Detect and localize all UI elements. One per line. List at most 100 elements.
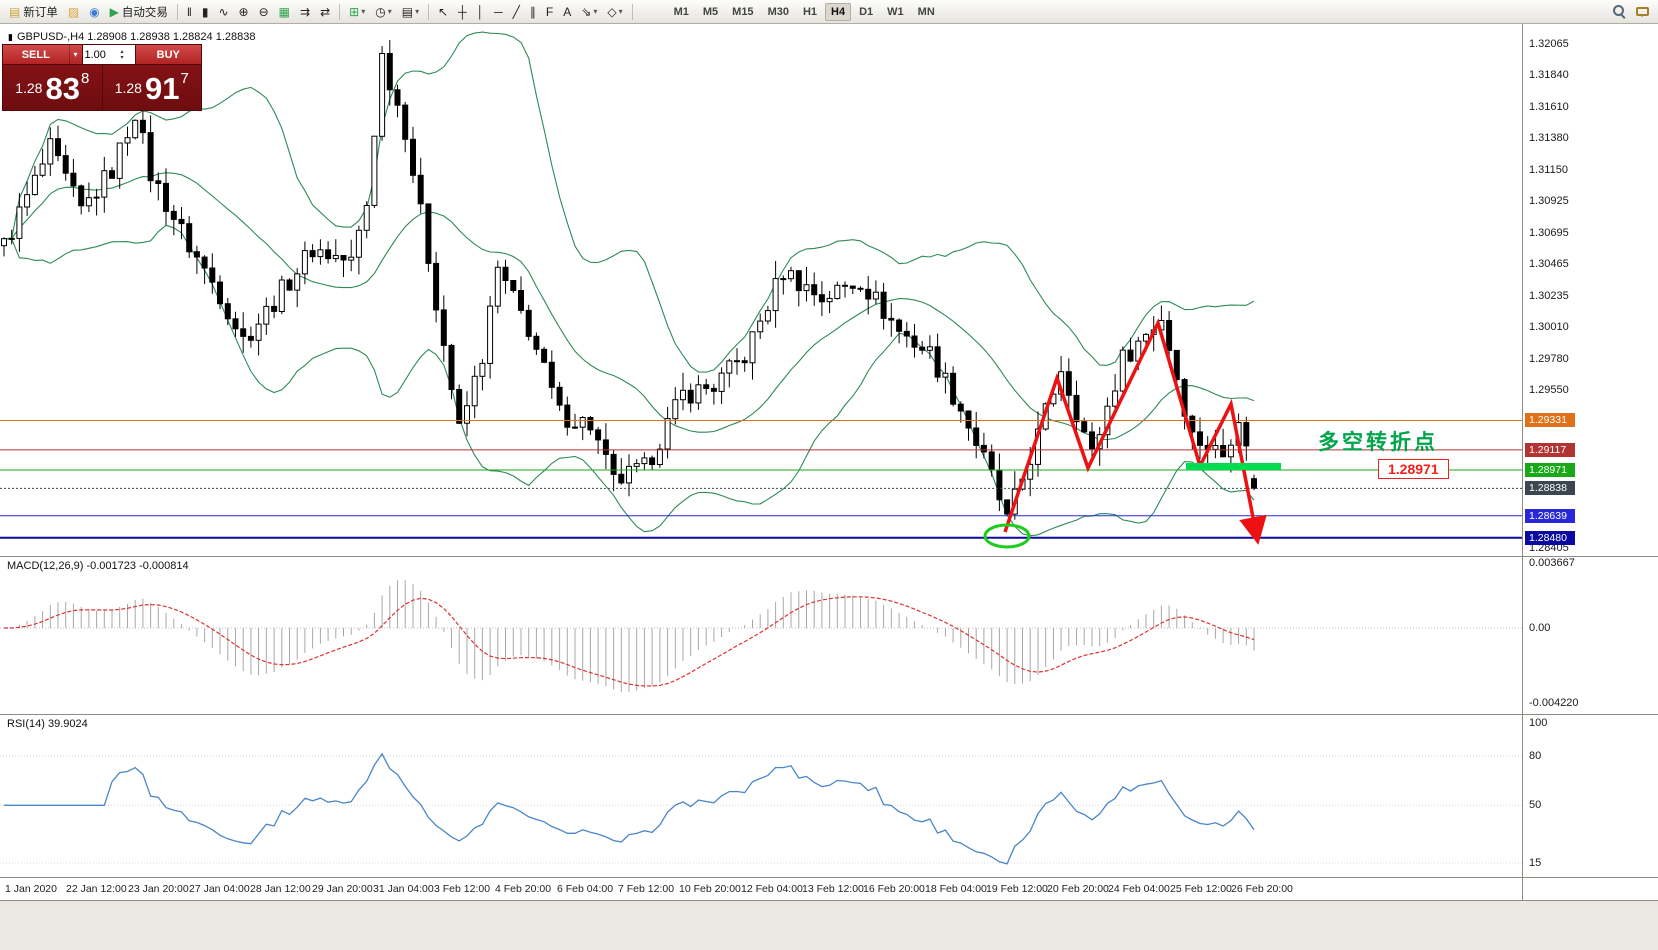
time-axis-label: 27 Jan 04:00 xyxy=(189,883,250,895)
auto-scroll-button[interactable]: ⇉ xyxy=(296,2,314,22)
horizontal-line-tool-button[interactable]: ─ xyxy=(490,2,507,22)
fibonacci-tool-button[interactable]: F xyxy=(542,2,557,22)
templates-button[interactable]: ▤ ▾ xyxy=(398,2,423,22)
time-axis-label: 13 Feb 12:00 xyxy=(802,883,864,895)
time-axis-label: 12 Feb 04:00 xyxy=(741,883,803,895)
volume-increase-button[interactable]: ▴ xyxy=(120,48,124,55)
timeframe-h4-button[interactable]: H4 xyxy=(825,2,852,21)
indicators-button[interactable]: ⊞ ▾ xyxy=(345,2,369,22)
window-bottom-area xyxy=(0,901,1658,950)
vertical-line-tool-button[interactable]: │ xyxy=(473,2,489,22)
toolbar-separator xyxy=(176,3,178,20)
indicators-dropdown-arrow[interactable]: ▾ xyxy=(361,7,366,16)
timeframe-d1-button[interactable]: D1 xyxy=(859,5,874,18)
time-axis[interactable]: 1 Jan 2020 22 Jan 12:00 23 Jan 20:00 27 Jan… xyxy=(0,878,1658,900)
zoom-out-button[interactable]: ⊖ xyxy=(255,2,273,22)
chart-shift-button[interactable]: ⇄ xyxy=(316,2,334,22)
macd-panel-canvas[interactable] xyxy=(0,557,1522,714)
panel-separator[interactable] xyxy=(0,877,1658,878)
crosshair-tool-button[interactable]: ┼ xyxy=(454,2,471,22)
main-chart-canvas[interactable] xyxy=(0,26,1522,556)
new-order-button[interactable]: ▤ 新订单 xyxy=(5,2,62,22)
price-level-label: 1.29117 xyxy=(1525,443,1575,457)
panel-separator[interactable] xyxy=(0,714,1658,715)
bar-chart-type-button[interactable]: ‖ xyxy=(183,2,196,22)
timeframe-m30-button[interactable]: M30 xyxy=(767,5,789,18)
bar-chart-type-icon: ‖ xyxy=(186,4,192,19)
chart-bottom-border xyxy=(0,900,1658,901)
price-tick: 1.30010 xyxy=(1529,321,1569,333)
price-tick: 1.29780 xyxy=(1529,353,1569,365)
templates-dropdown-arrow[interactable]: ▾ xyxy=(415,7,420,16)
time-axis-label: 4 Feb 20:00 xyxy=(495,883,552,895)
rsi-indicator-label: RSI(14) 39.9024 xyxy=(7,718,88,730)
crosshair-tool-icon: ┼ xyxy=(458,4,467,19)
timeframe-w1-button[interactable]: W1 xyxy=(887,5,904,18)
timeframe-m15-button[interactable]: M15 xyxy=(732,5,754,18)
arrows-tool-icon: ⇘ xyxy=(581,4,592,19)
price-scale[interactable]: 1.32065 1.31840 1.31610 1.31380 1.31150 1.309… xyxy=(1523,0,1658,950)
sell-button[interactable]: SELL xyxy=(3,45,69,64)
shapes-tool-button[interactable]: ◇ ▾ xyxy=(603,2,626,22)
volume-input[interactable] xyxy=(82,48,121,61)
arrows-tool-button[interactable]: ⇘ ▾ xyxy=(577,2,601,22)
auto-trading-button[interactable]: ▶ 自动交易 xyxy=(106,2,172,22)
cursor-tool-button[interactable]: ↖ xyxy=(434,2,452,22)
time-axis-label: 16 Feb 20:00 xyxy=(863,883,925,895)
candle-chart-type-button[interactable]: ▮ xyxy=(198,2,213,22)
price-tick: 1.30695 xyxy=(1529,227,1569,239)
trendline-tool-icon: ╱ xyxy=(512,4,520,19)
shapes-tool-dropdown-arrow[interactable]: ▾ xyxy=(618,7,623,16)
price-scale-border xyxy=(1522,24,1523,901)
time-axis-label: 7 Feb 12:00 xyxy=(618,883,675,895)
sell-price-pip: 8 xyxy=(80,70,90,87)
buy-button[interactable]: BUY xyxy=(135,45,201,64)
price-tick: 1.31610 xyxy=(1529,101,1569,113)
line-chart-type-icon: ∿ xyxy=(218,4,229,19)
price-tick: 1.30235 xyxy=(1529,290,1569,302)
timeframe-mn-button[interactable]: MN xyxy=(917,5,935,18)
trendline-tool-button[interactable]: ╱ xyxy=(509,2,524,22)
buy-price-big: 91 xyxy=(144,70,180,106)
macd-indicator-label: MACD(12,26,9) -0.001723 -0.000814 xyxy=(7,560,189,572)
charts-folder-button[interactable]: ▨ xyxy=(64,2,83,22)
channel-tool-button[interactable]: ∥ xyxy=(526,2,540,22)
zoom-in-icon: ⊕ xyxy=(238,4,249,19)
tile-windows-button[interactable]: ▦ xyxy=(275,2,294,22)
rsi-panel-canvas[interactable] xyxy=(0,715,1522,877)
search-icon xyxy=(1613,5,1626,18)
order-type-dropdown[interactable]: ▾ xyxy=(68,45,82,64)
chat-button[interactable] xyxy=(1632,2,1653,22)
auto-trading-label: 自动交易 xyxy=(121,6,168,19)
price-tick: 1.31150 xyxy=(1529,164,1568,176)
line-chart-type-button[interactable]: ∿ xyxy=(214,2,232,22)
toolbar: ▤ 新订单 ▨ ◉ ▶ 自动交易 ‖ ▮ ∿ ⊕ ⊖ ▦ ⇉ ⇄ ⊞ ▾ ◷ ▾ ▤ ▾ ↖ ┼ │ ─ ╱ ∥ F A ⇘ ▾ ◇ ▾ M1 M… xyxy=(0,0,1658,24)
time-axis-label: 31 Jan 04:00 xyxy=(373,883,434,895)
zoom-in-button[interactable]: ⊕ xyxy=(235,2,253,22)
price-tick: 1.31840 xyxy=(1529,69,1569,81)
periods-dropdown-arrow[interactable]: ▾ xyxy=(387,7,392,16)
arrows-tool-dropdown-arrow[interactable]: ▾ xyxy=(593,7,598,16)
volume-decrease-button[interactable]: ▾ xyxy=(120,54,124,61)
indicators-icon: ⊞ xyxy=(349,4,360,19)
toolbar-separator xyxy=(631,3,633,20)
rsi-scale-tick: 100 xyxy=(1529,717,1548,729)
timeframe-h1-button[interactable]: H1 xyxy=(802,5,818,18)
rsi-scale-tick: 15 xyxy=(1529,857,1542,869)
periods-button[interactable]: ◷ ▾ xyxy=(371,2,396,22)
buy-price[interactable]: 1.28 91 7 xyxy=(103,65,202,111)
timeframe-m1-button[interactable]: M1 xyxy=(673,5,689,18)
sell-price[interactable]: 1.28 83 8 xyxy=(3,65,103,111)
community-button[interactable]: ◉ xyxy=(85,2,103,22)
toolbar-separator xyxy=(339,3,341,20)
chat-icon xyxy=(1636,7,1649,17)
text-tool-button[interactable]: A xyxy=(559,2,575,22)
one-click-trading-prices: 1.28 83 8 1.28 91 7 xyxy=(3,65,201,111)
search-button[interactable] xyxy=(1609,2,1630,22)
timeframe-m5-button[interactable]: M5 xyxy=(702,5,719,18)
vertical-line-tool-icon: │ xyxy=(476,4,485,19)
volume-spinner: ▴ ▾ xyxy=(121,49,126,61)
panel-separator[interactable] xyxy=(0,556,1658,557)
new-order-label: 新订单 xyxy=(23,6,58,19)
macd-scale-tick: 0.003667 xyxy=(1529,557,1575,569)
